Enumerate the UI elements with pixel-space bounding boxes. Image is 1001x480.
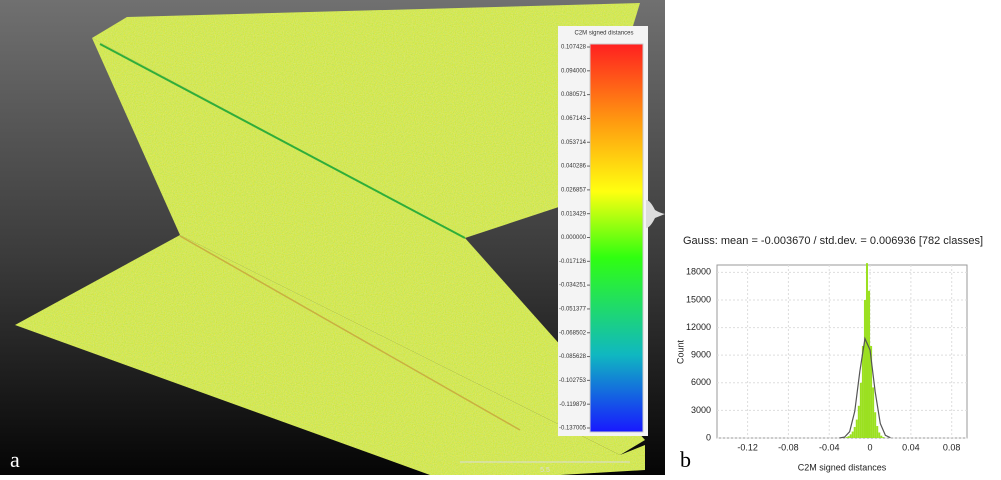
scale-label: 0.040286 (561, 164, 587, 170)
scale-label: 0.080571 (561, 92, 587, 98)
y-tick-label: 3000 (691, 405, 711, 415)
bar (856, 420, 858, 438)
x-tick-label: 0.08 (943, 442, 961, 452)
scale-label: 0.053714 (561, 140, 587, 146)
x-tick-label: 0 (868, 442, 873, 452)
bar (854, 427, 856, 438)
bar (882, 437, 884, 438)
histogram: 0 3000 6000 9000 12000 15000 18000 -0.12 -0.08 -0… (686, 263, 967, 452)
panel-label: a (10, 447, 20, 472)
scale-label: 0.000000 (561, 235, 587, 241)
figure: C2M signed distances 0.107428 0.094000 0.0… (0, 0, 1001, 475)
y-tick-label: 15000 (686, 294, 711, 304)
color-scale (590, 44, 643, 432)
bar (868, 291, 870, 438)
chart-title: Gauss: mean = -0.003670 / std.dev. = 0.0… (683, 235, 983, 247)
scale-label: 0.107428 (561, 45, 587, 51)
scale-label: -0.068502 (559, 330, 587, 336)
x-axis-label: C2M signed distances (798, 462, 887, 472)
plot-area (717, 265, 967, 438)
x-tick-label: 0.04 (902, 442, 920, 452)
scale-label: 0.013429 (561, 211, 587, 217)
bar (852, 432, 854, 438)
scale-label: -0.137005 (559, 426, 587, 432)
panel-label: b (680, 447, 691, 472)
bar (860, 383, 862, 438)
bar (872, 387, 874, 438)
bar (858, 406, 860, 438)
scale-label: 0.067143 (561, 116, 587, 122)
scale-label: 0.026857 (561, 187, 587, 193)
y-tick-label: 0 (706, 432, 711, 442)
bar (874, 412, 876, 438)
y-tick-label: 9000 (691, 350, 711, 360)
scale-label: -0.085628 (559, 354, 587, 360)
scale-label: -0.017126 (559, 259, 587, 265)
bar (864, 300, 866, 438)
scale-label: -0.051377 (559, 307, 587, 313)
scale-label: 0.094000 (561, 68, 587, 74)
scale-label: -0.034251 (559, 283, 587, 289)
scale-label: -0.102753 (559, 378, 587, 384)
bar (846, 437, 848, 438)
y-axis-label: Count (675, 340, 685, 365)
bar (876, 426, 878, 438)
bar (880, 436, 882, 438)
y-tick-label: 12000 (686, 322, 711, 332)
x-tick-label: -0.12 (737, 442, 758, 452)
scale-label: -0.119879 (559, 402, 586, 408)
scale-bar-label: 5.5 (540, 467, 550, 474)
bar (866, 263, 868, 438)
scale-title: C2M signed distances (574, 31, 633, 37)
y-tick-label: 6000 (691, 377, 711, 387)
bar (850, 434, 852, 438)
bar (848, 436, 850, 438)
bar (878, 432, 880, 438)
x-tick-label: -0.08 (778, 442, 799, 452)
x-tick-label: -0.04 (819, 442, 840, 452)
y-tick-label: 18000 (686, 267, 711, 277)
